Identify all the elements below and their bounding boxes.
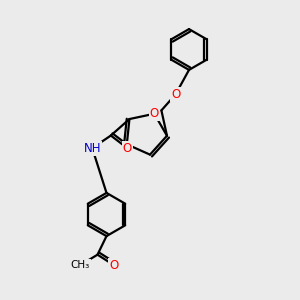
Text: NH: NH: [83, 142, 101, 154]
Text: O: O: [110, 259, 118, 272]
Text: O: O: [171, 88, 180, 101]
Text: O: O: [123, 142, 132, 154]
Text: CH₃: CH₃: [70, 260, 90, 270]
Text: O: O: [150, 107, 159, 120]
